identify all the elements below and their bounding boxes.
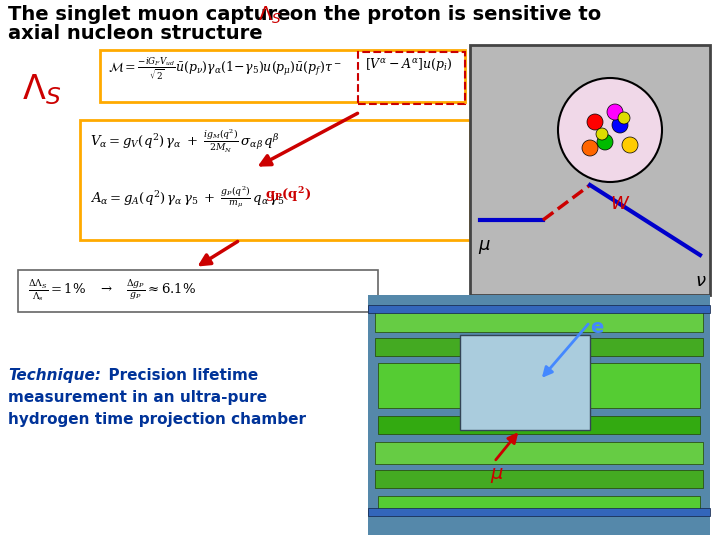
Circle shape bbox=[607, 104, 623, 120]
Text: axial nucleon structure: axial nucleon structure bbox=[8, 24, 263, 43]
Text: $\frac{\Delta\Lambda_S}{\Lambda_s}=1\%\quad\rightarrow\quad\frac{\Delta g_P}{g_P: $\frac{\Delta\Lambda_S}{\Lambda_s}=1\%\q… bbox=[28, 277, 197, 303]
Bar bbox=[378, 363, 700, 408]
Text: $\mu$: $\mu$ bbox=[490, 466, 504, 485]
Bar bbox=[460, 335, 590, 430]
FancyBboxPatch shape bbox=[100, 50, 465, 102]
Text: $[V^\alpha - A^\alpha]u(p_i)$: $[V^\alpha - A^\alpha]u(p_i)$ bbox=[365, 56, 453, 73]
Text: The singlet muon capture: The singlet muon capture bbox=[8, 5, 297, 24]
Text: $V_\alpha = g_V(q^2)\,\gamma_\alpha \;+\;\frac{ig_M(q^2)}{2M_N}\,\sigma_{\alpha\: $V_\alpha = g_V(q^2)\,\gamma_\alpha \;+\… bbox=[90, 128, 280, 155]
Circle shape bbox=[582, 140, 598, 156]
Bar bbox=[368, 508, 710, 516]
Circle shape bbox=[558, 78, 662, 182]
FancyBboxPatch shape bbox=[470, 45, 710, 295]
Circle shape bbox=[596, 128, 608, 140]
Text: $A_\alpha = g_A(q^2)\,\gamma_\alpha\,\gamma_5 \;+\;\frac{g_P(q^2)}{m_\mu}\,q_\al: $A_\alpha = g_A(q^2)\,\gamma_\alpha\,\ga… bbox=[90, 185, 285, 211]
FancyBboxPatch shape bbox=[80, 120, 470, 240]
Text: Precision lifetime: Precision lifetime bbox=[98, 368, 258, 383]
Bar bbox=[368, 305, 710, 313]
Circle shape bbox=[622, 137, 638, 153]
Circle shape bbox=[597, 134, 613, 150]
Text: $\mathbf{g_P(q^2)}$: $\mathbf{g_P(q^2)}$ bbox=[265, 185, 311, 204]
Circle shape bbox=[612, 117, 628, 133]
Bar bbox=[375, 442, 703, 464]
Bar bbox=[378, 496, 700, 512]
Bar bbox=[378, 416, 700, 434]
Text: $\Lambda_S$: $\Lambda_S$ bbox=[22, 72, 61, 107]
Text: on the proton is sensitive to: on the proton is sensitive to bbox=[283, 5, 601, 24]
Text: $\Lambda_S$: $\Lambda_S$ bbox=[258, 5, 282, 26]
Bar bbox=[375, 310, 703, 332]
Text: $W$: $W$ bbox=[610, 195, 630, 213]
Text: $\mathcal{M}=\frac{-iG_F V_{ud}}{\sqrt{2}}\bar{u}(p_\nu)\gamma_\alpha(1\!-\!\gam: $\mathcal{M}=\frac{-iG_F V_{ud}}{\sqrt{2… bbox=[108, 56, 342, 83]
Text: e: e bbox=[590, 318, 603, 337]
Text: measurement in an ultra-pure: measurement in an ultra-pure bbox=[8, 390, 267, 405]
Bar bbox=[375, 470, 703, 488]
Bar bbox=[375, 338, 703, 356]
FancyBboxPatch shape bbox=[368, 295, 710, 535]
Text: $\mu$: $\mu$ bbox=[478, 238, 491, 256]
Text: Technique:: Technique: bbox=[8, 368, 101, 383]
FancyBboxPatch shape bbox=[18, 270, 378, 312]
Text: $\nu$: $\nu$ bbox=[695, 272, 706, 290]
Circle shape bbox=[618, 112, 630, 124]
Text: hydrogen time projection chamber: hydrogen time projection chamber bbox=[8, 412, 306, 427]
Circle shape bbox=[587, 114, 603, 130]
